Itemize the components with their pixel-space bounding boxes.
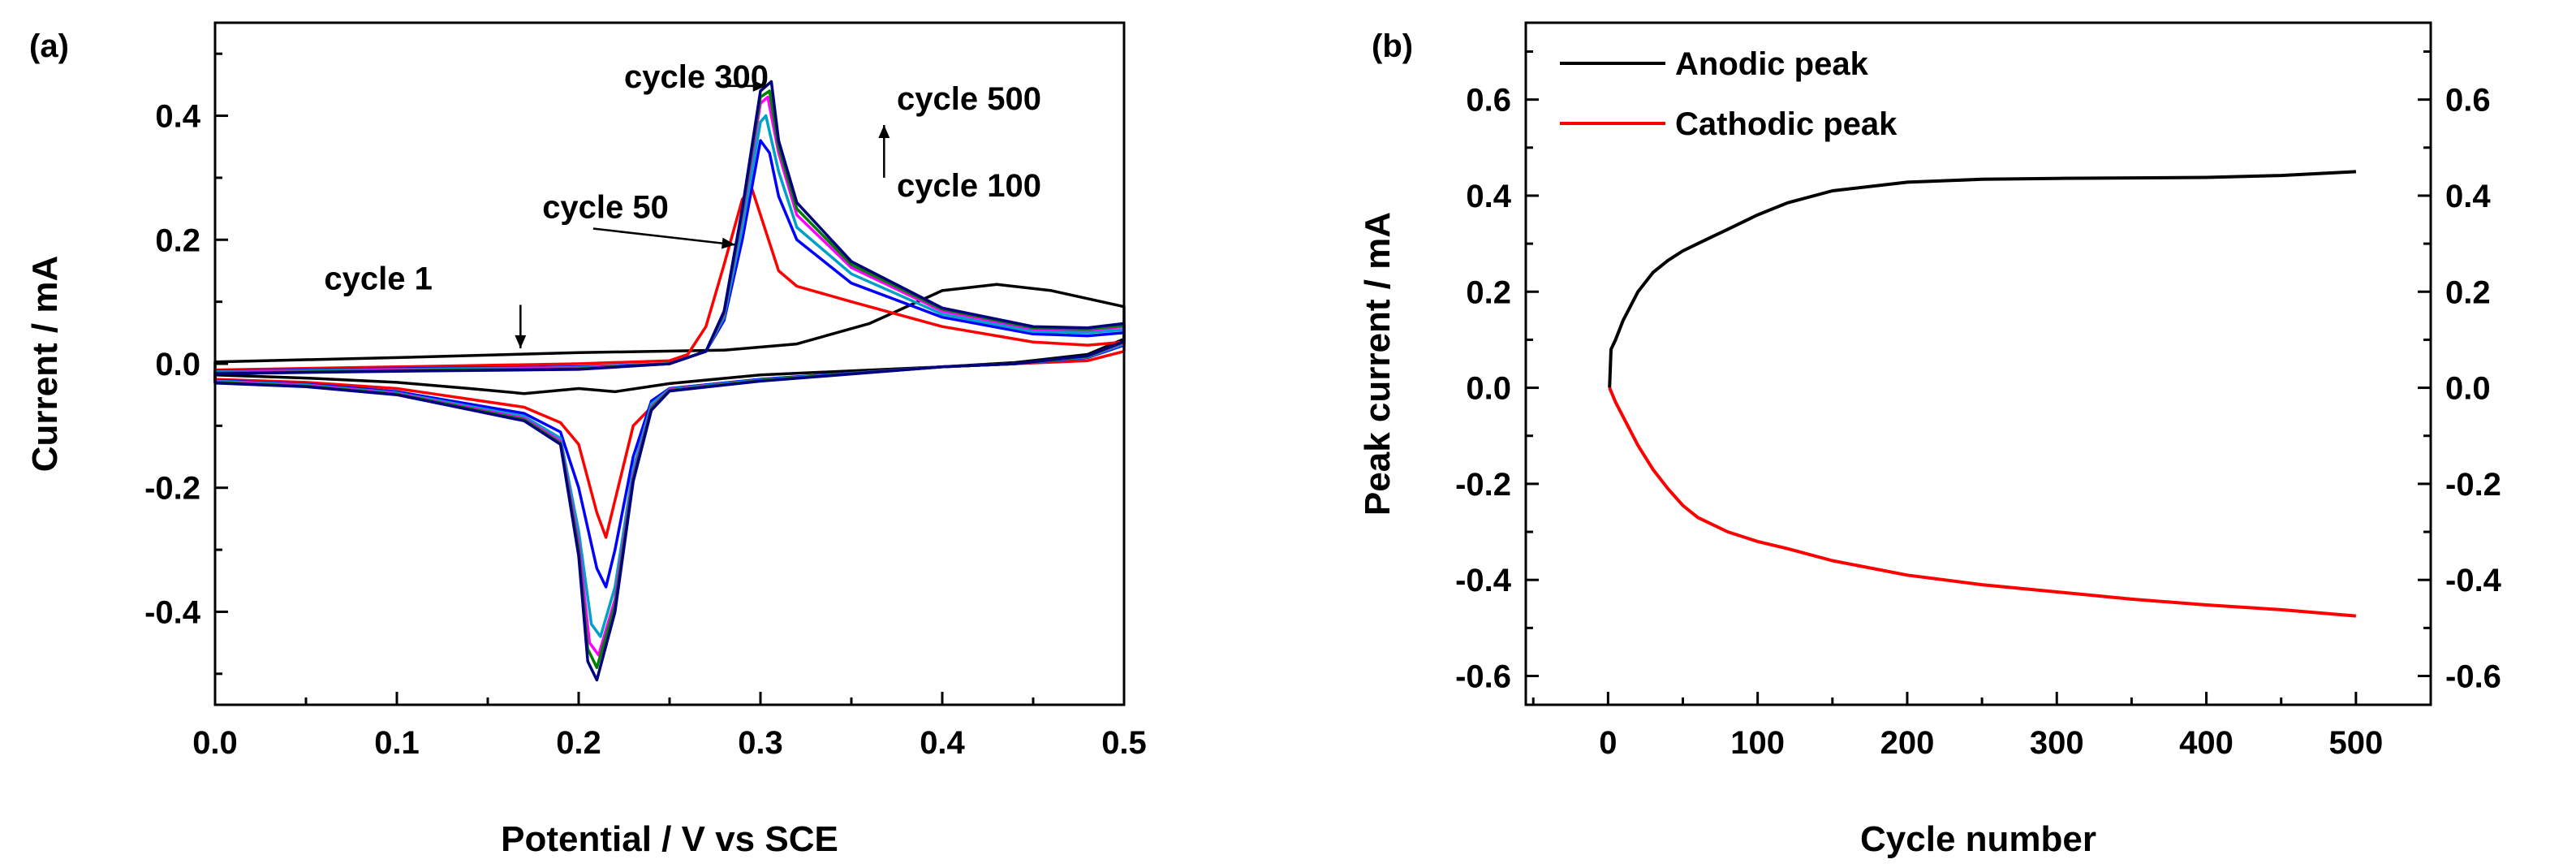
panel-a-annotations: cycle 300 cycle 500 cycle 100 cycle 50 cycle…	[324, 59, 1041, 348]
b-y-tick-label-right: -0.2	[2445, 467, 2501, 503]
b-y-tick-label-right: 0.2	[2445, 274, 2491, 310]
panel-b-y-axis-title: Peak current / mA	[1358, 212, 1398, 516]
panel-b-curves	[1608, 170, 2357, 618]
a-x-tick-label: 0.4	[920, 725, 965, 761]
a-x-tick-label: 0.3	[738, 725, 783, 761]
b-y-tick-label-right: 0.0	[2445, 371, 2491, 407]
b-y-tick-label-left: -0.2	[1455, 467, 1511, 503]
b-y-tick-label-left: 0.0	[1466, 371, 1511, 407]
a-x-tick-label: 0.2	[556, 725, 601, 761]
b-x-tick-label: 300	[2030, 725, 2084, 761]
b-y-tick-label-right: 0.6	[2445, 83, 2491, 119]
b-y-tick-label-left: -0.6	[1455, 659, 1511, 695]
panel-a-ticks: 0.0 0.1 0.2 0.3 0.4 0.5 -0.4 -0.2 0.0 0.2 0.4	[144, 52, 1147, 761]
a-y-tick-label: 0.2	[155, 222, 200, 258]
annotation-cycle-50: cycle 50	[542, 190, 669, 226]
b-y-tick-label-left: 0.6	[1466, 83, 1511, 119]
series-anodic-peak	[1608, 170, 2357, 388]
annotation-cycle-1: cycle 1	[324, 261, 432, 296]
panel-b-ticks: 0 100 200 300 400 500 -0.6 -0.6 -0.4 -0.4 -0.2 -0.2…	[1455, 50, 2502, 761]
a-y-tick-label: 0.4	[155, 99, 200, 135]
b-y-tick-label-left: -0.4	[1455, 563, 1512, 598]
b-y-tick-label-right: 0.4	[2445, 179, 2491, 214]
b-y-tick-label-right: -0.4	[2445, 563, 2502, 598]
b-y-tick-label-left: 0.2	[1466, 274, 1511, 310]
b-y-tick-label-left: 0.4	[1466, 179, 1511, 214]
b-x-tick-label: 400	[2179, 725, 2234, 761]
b-x-tick-label: 100	[1730, 725, 1785, 761]
a-y-tick-label: 0.0	[155, 347, 200, 382]
b-y-tick-label-right: -0.6	[2445, 659, 2501, 695]
legend-label-anodic: Anodic peak	[1675, 46, 1869, 82]
arrow-cycle-300	[726, 80, 766, 92]
a-y-tick-label: -0.4	[144, 594, 201, 630]
panel-b-plot-frame	[1524, 21, 2432, 706]
panel-a-y-axis-title: Current / mA	[25, 256, 65, 472]
panel-a-curves	[213, 80, 1126, 682]
panel-a: (a) 0.0 0.1 0.2 0.3 0.4 0.5-0.4-0.20.00.20.4 …	[25, 21, 1147, 859]
panel-a-x-axis-title: Potential / V vs SCE	[501, 819, 838, 859]
b-x-tick-label: 500	[2328, 725, 2383, 761]
a-x-tick-label: 0.1	[374, 725, 420, 761]
a-x-tick-label: 0.5	[1101, 725, 1147, 761]
panel-b-label: (b)	[1372, 28, 1413, 64]
annotation-cycle-300: cycle 300	[624, 59, 769, 95]
panel-b-legend: Anodic peak Cathodic peak	[1560, 46, 1898, 142]
cv-curve-cycle-500	[213, 80, 1126, 682]
panel-a-label: (a)	[29, 28, 69, 64]
arrow-cycle-1	[515, 304, 527, 348]
b-x-tick-label: 0	[1599, 725, 1617, 761]
series-cathodic-peak	[1608, 386, 2357, 618]
b-x-tick-label: 200	[1880, 725, 1935, 761]
legend-label-cathodic: Cathodic peak	[1675, 106, 1898, 142]
panel-b: (b) 0 100 200 300 400 500 -0.6 -0.6 -0.4 -0.4 -0.2…	[1358, 21, 2502, 859]
arrow-cycle-100-to-500	[878, 125, 890, 178]
annotation-cycle-100: cycle 100	[897, 168, 1041, 204]
a-y-tick-label: -0.2	[144, 471, 200, 507]
annotation-cycle-500: cycle 500	[897, 81, 1041, 117]
a-x-tick-label: 0.0	[192, 725, 238, 761]
panel-b-x-axis-title: Cycle number	[1860, 819, 2096, 859]
arrow-cycle-50	[592, 227, 735, 249]
